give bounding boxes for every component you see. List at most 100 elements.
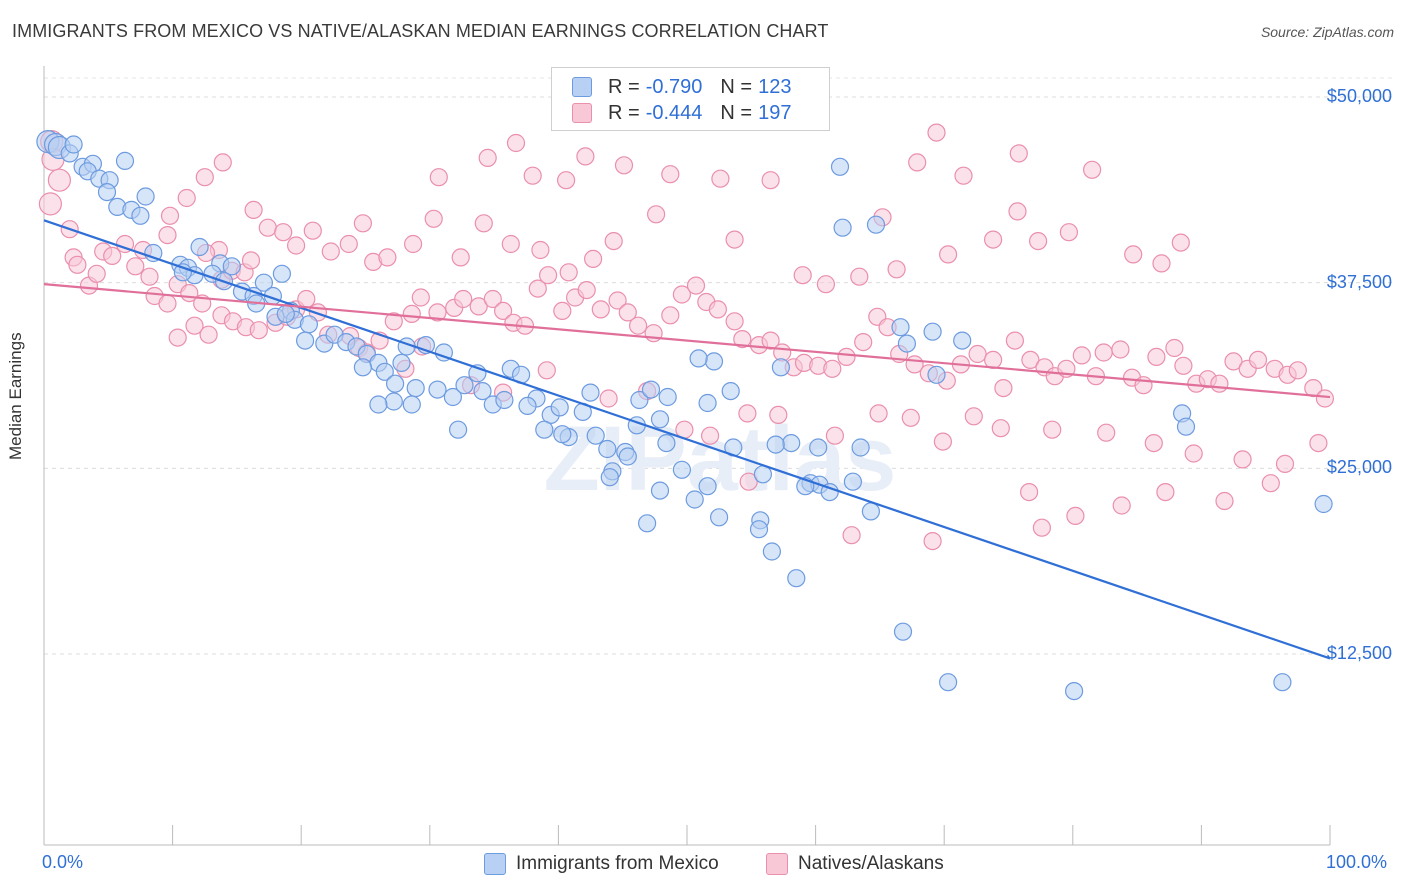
point-natives (297, 289, 316, 309)
point-natives (469, 297, 488, 316)
point-natives (474, 214, 493, 233)
n-value: 123 (758, 75, 792, 98)
trend-lines (43, 219, 1331, 660)
point-mexico (581, 383, 600, 402)
point-natives (38, 192, 63, 216)
point-natives (213, 153, 232, 172)
point-natives (661, 306, 680, 325)
point-natives (1152, 254, 1171, 273)
point-natives (901, 408, 920, 427)
y-tick-label-25000: $25,000 (1326, 457, 1392, 478)
legend-swatch-blue (572, 77, 592, 97)
point-natives (1008, 202, 1027, 221)
r-value: -0.444 (645, 101, 703, 124)
point-natives (404, 234, 423, 254)
point-natives (608, 291, 627, 310)
point-natives (954, 166, 973, 185)
point-mexico (428, 380, 447, 399)
point-mexico (709, 508, 729, 527)
point-mexico (386, 374, 405, 393)
point-mexico (833, 218, 852, 237)
point-natives (158, 226, 177, 245)
point-natives (599, 389, 618, 408)
point-natives (1147, 347, 1166, 366)
legend-item-mexico[interactable]: Immigrants from Mexico (484, 852, 719, 876)
x-tick-label-max: 100.0% (1326, 852, 1388, 872)
point-natives (793, 266, 812, 285)
point-natives (160, 206, 180, 225)
point-natives (761, 331, 780, 350)
point-mexico (927, 365, 946, 384)
point-natives (87, 264, 106, 283)
point-mexico (296, 331, 315, 350)
point-natives (1072, 346, 1091, 365)
point-natives (454, 289, 473, 309)
point-natives (287, 236, 306, 255)
legend-swatch-natives (766, 853, 788, 875)
legend-item-natives[interactable]: Natives/Alaskans (766, 852, 944, 876)
point-natives (531, 240, 550, 260)
watermark: ZIPatlas (544, 408, 897, 510)
point-mexico (97, 183, 117, 202)
point-mexico (392, 353, 411, 372)
point-mexico (851, 438, 870, 457)
point-natives (47, 168, 72, 192)
point-natives (908, 153, 927, 172)
point-natives (604, 232, 623, 251)
point-natives (761, 171, 780, 190)
point-mexico (771, 358, 791, 377)
point-natives (199, 325, 218, 344)
point-mexico (384, 392, 403, 411)
legend-label-mexico: Immigrants from Mexico (516, 853, 719, 874)
point-natives (1082, 160, 1102, 179)
point-natives (384, 312, 403, 331)
point-mexico (136, 187, 155, 206)
point-natives (708, 300, 728, 319)
point-natives (1112, 496, 1131, 515)
point-natives (506, 133, 526, 153)
point-mexico (749, 520, 769, 539)
point-natives (994, 379, 1013, 398)
point-mexico (866, 215, 886, 234)
point-mexico (672, 460, 692, 479)
legend-swatch-pink (572, 103, 592, 123)
point-natives (353, 214, 372, 233)
point-mexico (1314, 494, 1333, 514)
point-natives (1275, 454, 1295, 473)
point-natives (964, 407, 983, 426)
point-mexico (897, 334, 917, 353)
point-natives (103, 246, 122, 265)
point-natives (711, 169, 730, 188)
point-natives (478, 148, 497, 167)
point-natives (700, 426, 720, 445)
y-tick-label-37500: $37,500 (1326, 271, 1392, 292)
point-natives (559, 263, 578, 282)
point-mexico (222, 257, 241, 276)
point-mexico (658, 387, 677, 407)
point-mexico (64, 135, 83, 154)
point-natives (591, 300, 610, 319)
point-natives (1171, 233, 1190, 252)
point-natives (339, 234, 358, 254)
point-mexico (762, 542, 782, 561)
point-natives (158, 294, 177, 313)
point-mexico (953, 331, 972, 350)
point-natives (451, 248, 470, 267)
point-mexico (443, 387, 462, 407)
point-natives (738, 404, 757, 423)
point-natives (126, 257, 145, 276)
point-natives (1233, 450, 1252, 469)
point-mexico (402, 395, 421, 414)
point-natives (523, 166, 542, 185)
y-tick-label-12500: $12,500 (1326, 643, 1392, 663)
point-mexico (518, 396, 537, 415)
point-natives (241, 251, 261, 270)
point-natives (303, 221, 322, 240)
point-natives (1174, 356, 1193, 375)
point-natives (816, 275, 836, 294)
point-natives (1019, 483, 1039, 502)
point-natives (429, 168, 448, 187)
point-natives (686, 276, 706, 295)
point-natives (725, 230, 744, 249)
n-label: N = (720, 101, 753, 124)
